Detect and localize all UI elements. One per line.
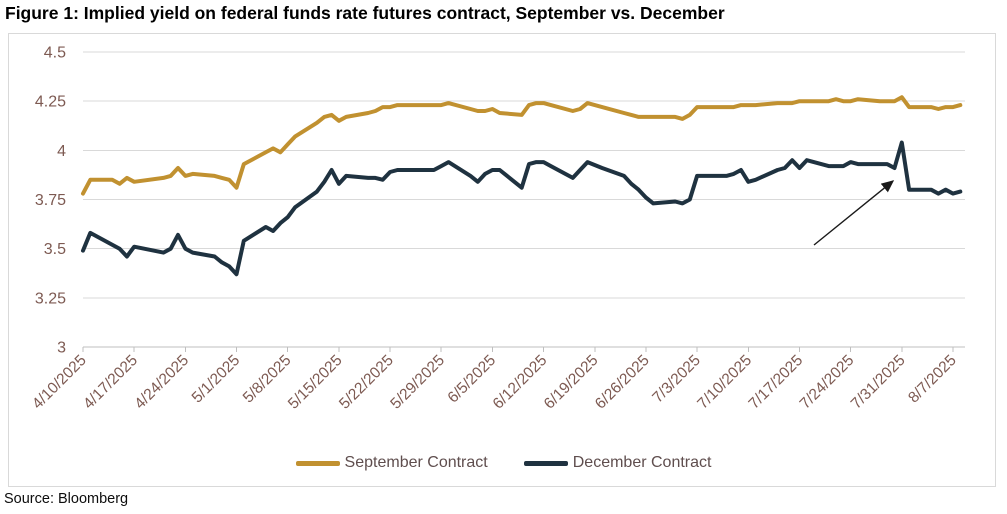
legend-item-september: September Contract: [295, 454, 488, 472]
legend-label-december: December Contract: [572, 454, 712, 471]
source-note: Source: Bloomberg: [4, 491, 129, 507]
legend-label-september: September Contract: [344, 454, 488, 471]
december-line-swatch: [523, 460, 568, 466]
chart-title: Figure 1: Implied yield on federal funds…: [5, 3, 725, 23]
chart-frame: [8, 33, 996, 487]
legend: September Contract December Contract: [0, 451, 1007, 475]
september-line-swatch: [295, 460, 340, 466]
legend-item-december: December Contract: [523, 454, 712, 472]
